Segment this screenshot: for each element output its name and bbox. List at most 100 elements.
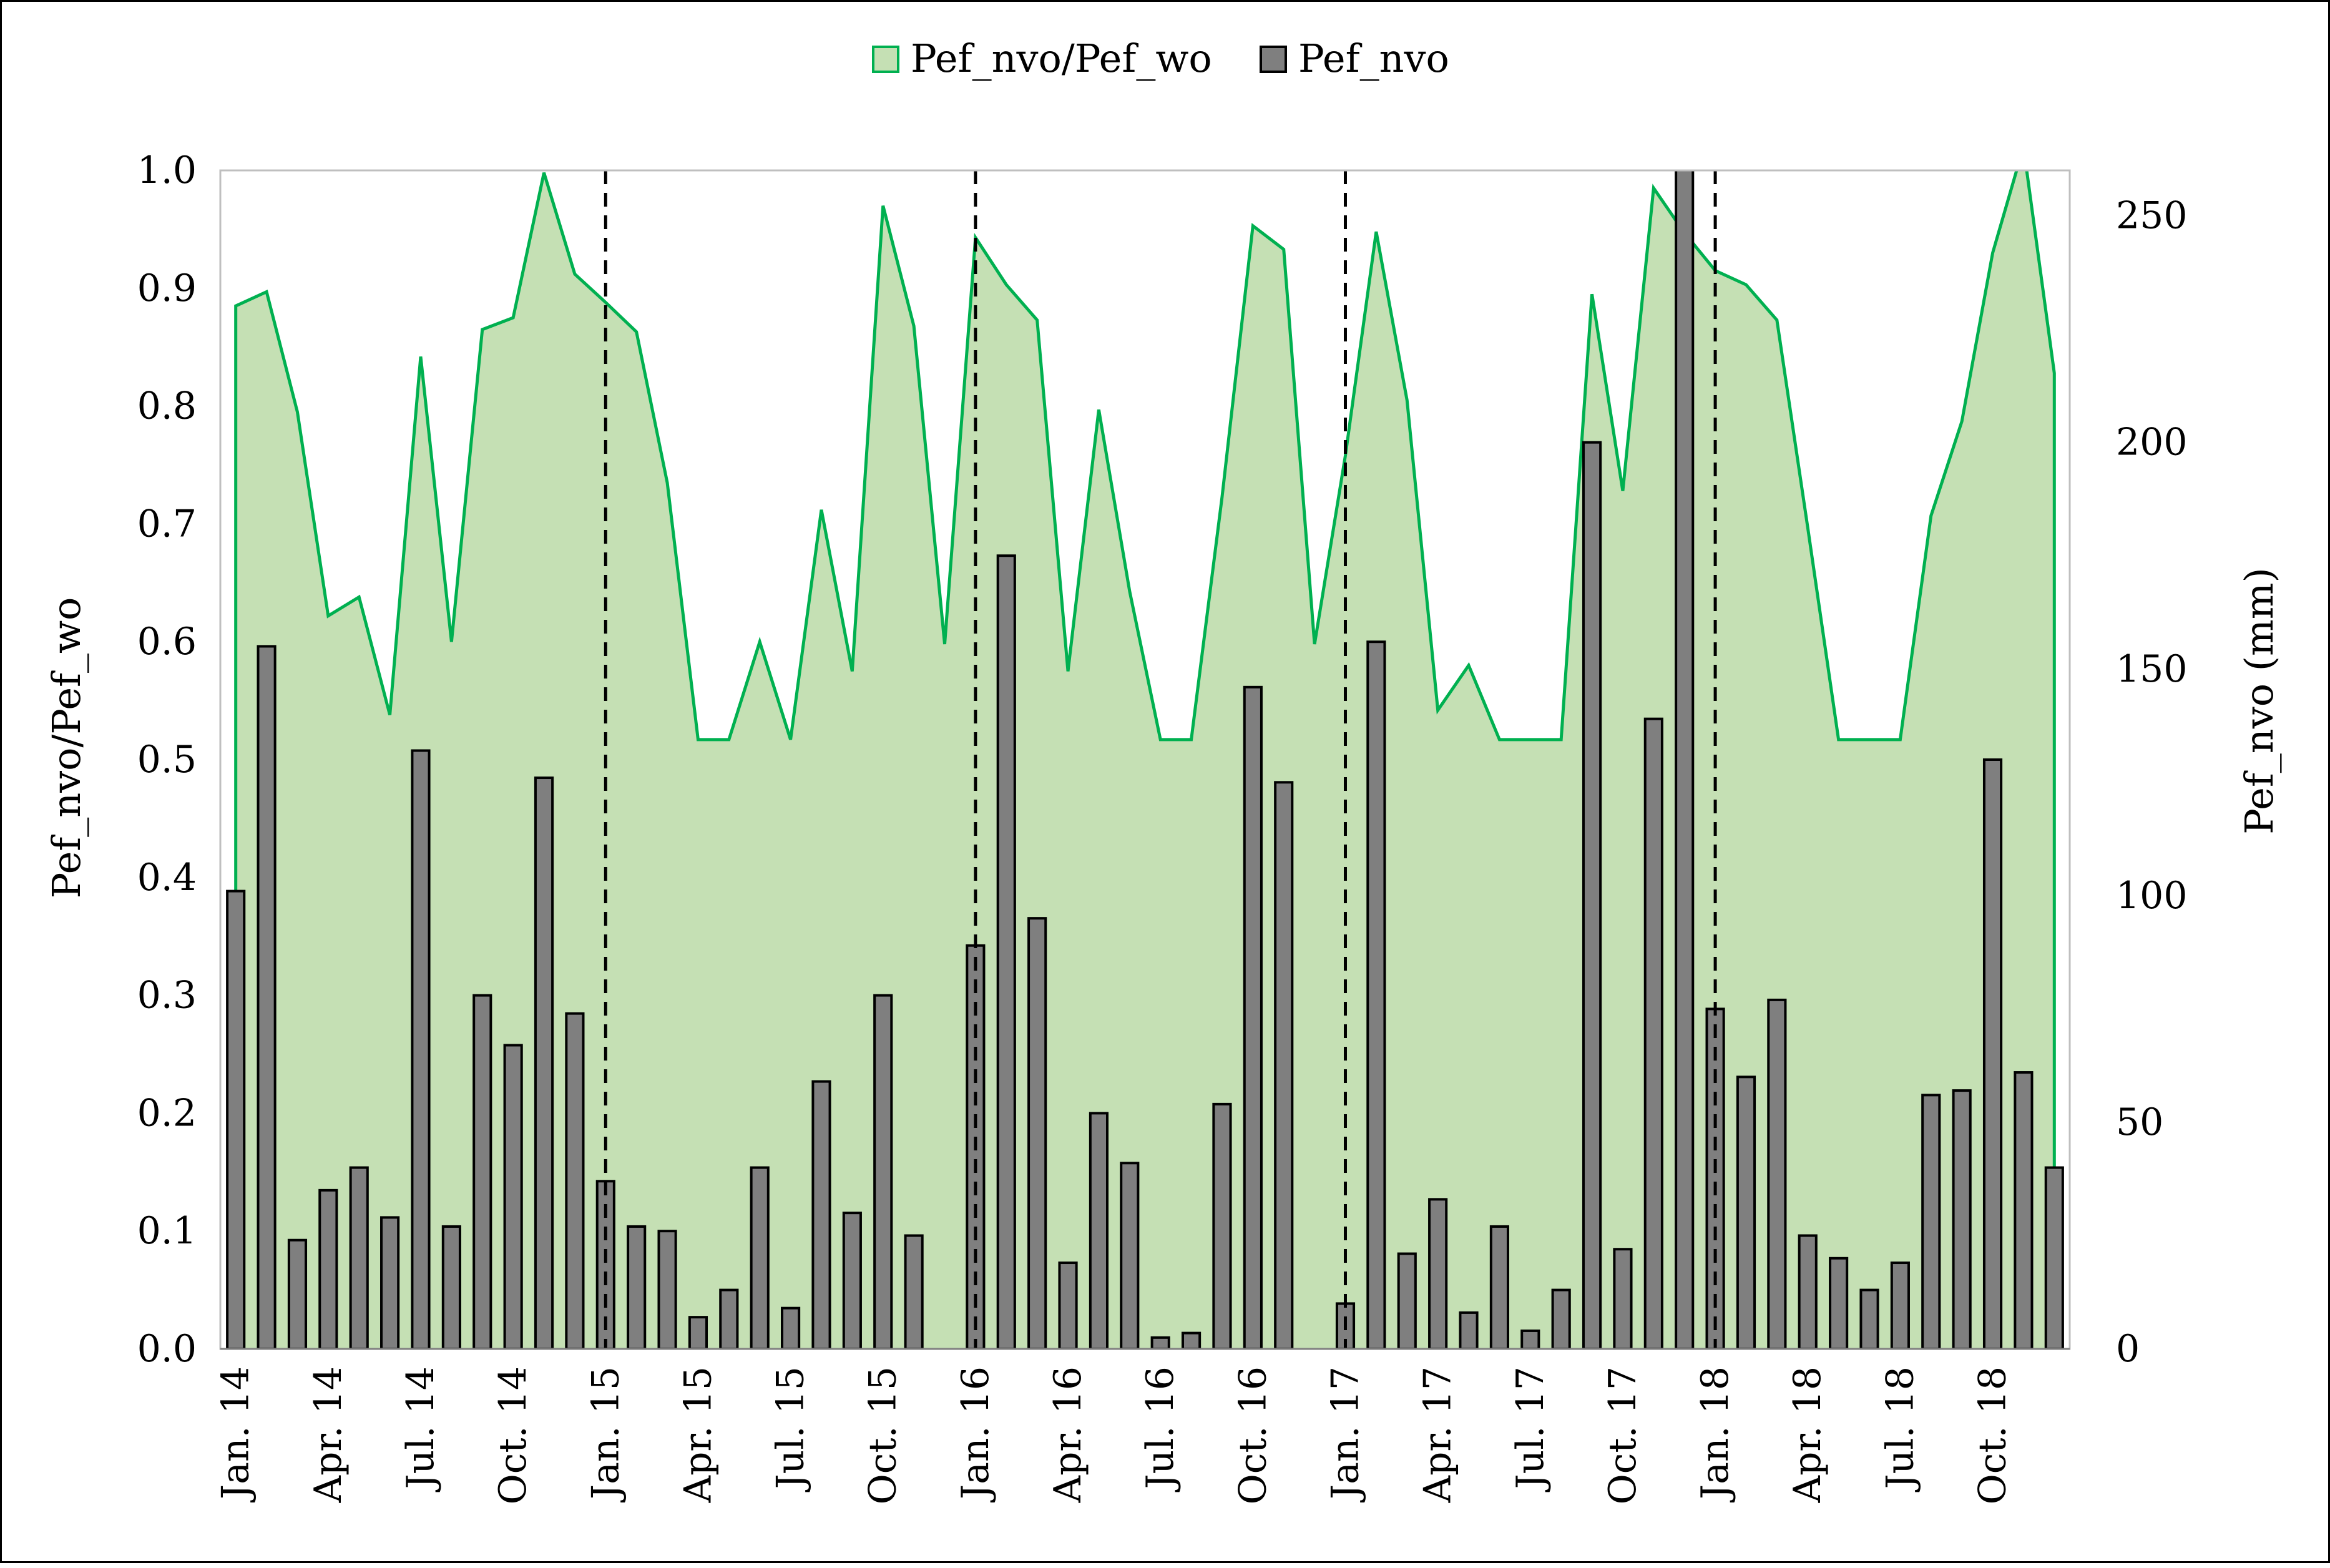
x-tick-label: Oct. 16 — [1231, 1366, 1275, 1504]
bar — [472, 994, 492, 1349]
axes: 0.0 0.1 0.2 0.3 0.4 0.5 0.6 0.7 0.8 0.9 1.0 0 50 100 1… — [137, 149, 2188, 1504]
bar — [1643, 717, 1663, 1349]
x-tick-label: Apr. 16 — [1046, 1366, 1090, 1503]
bar — [1027, 917, 1047, 1349]
x-tick-label: Jan. 18 — [1693, 1366, 1737, 1503]
bar — [349, 1166, 369, 1349]
x-tick-label: Apr. 14 — [306, 1366, 350, 1503]
bar — [1705, 1007, 1725, 1349]
x-tick-label: Jul. 14 — [399, 1366, 443, 1492]
bar — [1058, 1262, 1078, 1349]
plot-clip-group — [226, 170, 2064, 1349]
left-axis-title: Pef_nvo/Pef_wo — [44, 597, 89, 899]
bar — [1551, 1288, 1571, 1349]
legend-label-ratio: Pef_nvo/Pef_wo — [911, 36, 1212, 81]
left-tick-label: 0.4 — [137, 856, 197, 899]
bar — [1181, 1331, 1202, 1349]
left-tick-label: 0.6 — [137, 620, 197, 664]
bar — [1150, 1336, 1170, 1349]
bar — [657, 1230, 677, 1349]
right-tick-label: 200 — [2116, 421, 2188, 464]
bar — [1366, 640, 1386, 1349]
bar — [411, 749, 431, 1349]
x-tick-label: Apr. 18 — [1786, 1366, 1829, 1503]
bar — [1120, 1162, 1140, 1349]
bar — [1890, 1262, 1910, 1349]
x-tick-label: Oct. 14 — [491, 1366, 535, 1504]
bar — [627, 1225, 647, 1349]
bar — [1489, 1225, 1509, 1349]
x-tick-label: Oct. 18 — [1971, 1366, 2015, 1504]
bar — [842, 1212, 862, 1349]
legend: Pef_nvo/Pef_wo Pef_nvo — [872, 36, 1449, 81]
left-tick-label: 0.2 — [137, 1091, 197, 1135]
bar — [2014, 1071, 2034, 1349]
x-tick-label: Jan. 15 — [584, 1366, 627, 1503]
bar — [1829, 1257, 1849, 1349]
bar — [873, 994, 893, 1349]
bar — [1212, 1102, 1232, 1349]
bar — [1274, 781, 1294, 1349]
bar — [1613, 1248, 1633, 1349]
x-tick-label: Jul. 15 — [769, 1366, 813, 1492]
x-tick-label: Oct. 17 — [1601, 1366, 1645, 1504]
bar — [1397, 1252, 1417, 1349]
x-tick-label: Apr. 17 — [1416, 1366, 1460, 1503]
ratio-line — [234, 170, 2056, 1349]
left-tick-label: 0.9 — [137, 267, 197, 310]
x-tick-label: Jul. 18 — [1878, 1366, 1922, 1492]
bar — [1798, 1234, 1818, 1349]
left-tick-label: 0.8 — [137, 385, 197, 428]
x-tick-label: Jul. 16 — [1138, 1366, 1182, 1492]
bar — [287, 1238, 308, 1349]
bar — [318, 1188, 338, 1349]
bar — [534, 777, 554, 1349]
bar — [1952, 1089, 1972, 1349]
legend-label-bars: Pef_nvo — [1298, 36, 1449, 81]
bar — [688, 1316, 708, 1349]
bar — [750, 1166, 770, 1349]
right-tick-label: 50 — [2116, 1100, 2163, 1144]
plot-area — [226, 170, 2064, 1349]
left-tick-label: 0.5 — [137, 738, 197, 782]
bar — [904, 1234, 924, 1349]
right-tick-label: 0 — [2116, 1327, 2140, 1371]
left-tick-label: 1.0 — [137, 149, 197, 192]
bar — [1520, 1329, 1540, 1349]
right-tick-label: 100 — [2116, 874, 2188, 918]
x-tick-label: Apr. 15 — [676, 1366, 720, 1503]
bar — [226, 889, 246, 1349]
right-tick-label: 150 — [2116, 647, 2188, 691]
bar — [1582, 441, 1602, 1349]
bar — [1243, 685, 1263, 1349]
bar — [1982, 758, 2003, 1349]
bar — [1767, 998, 1787, 1349]
x-tick-label: Jan. 16 — [954, 1366, 997, 1503]
bar — [1089, 1112, 1109, 1349]
legend-swatch-bars — [1260, 46, 1287, 73]
left-tick-label: 0.3 — [137, 974, 197, 1017]
bar — [1675, 170, 1695, 1349]
bar — [1736, 1076, 1756, 1349]
bar — [1459, 1311, 1479, 1349]
bar — [2044, 1166, 2064, 1349]
bar — [1859, 1288, 1879, 1349]
bar — [257, 645, 277, 1349]
legend-swatch-ratio — [872, 46, 899, 73]
bar — [996, 554, 1016, 1349]
right-axis-title: Pef_nvo (mm) — [2236, 567, 2282, 835]
right-tick-label: 250 — [2116, 194, 2188, 238]
bar — [1921, 1094, 1941, 1349]
x-tick-label: Jan. 14 — [214, 1366, 258, 1503]
bar — [811, 1080, 831, 1349]
bar — [719, 1288, 739, 1349]
bar — [503, 1044, 523, 1349]
bar — [380, 1216, 400, 1349]
bar — [781, 1306, 801, 1349]
x-tick-label: Jan. 17 — [1323, 1366, 1367, 1503]
left-tick-label: 0.1 — [137, 1209, 197, 1253]
left-tick-label: 0.7 — [137, 502, 197, 546]
x-tick-label: Jul. 17 — [1509, 1366, 1552, 1492]
